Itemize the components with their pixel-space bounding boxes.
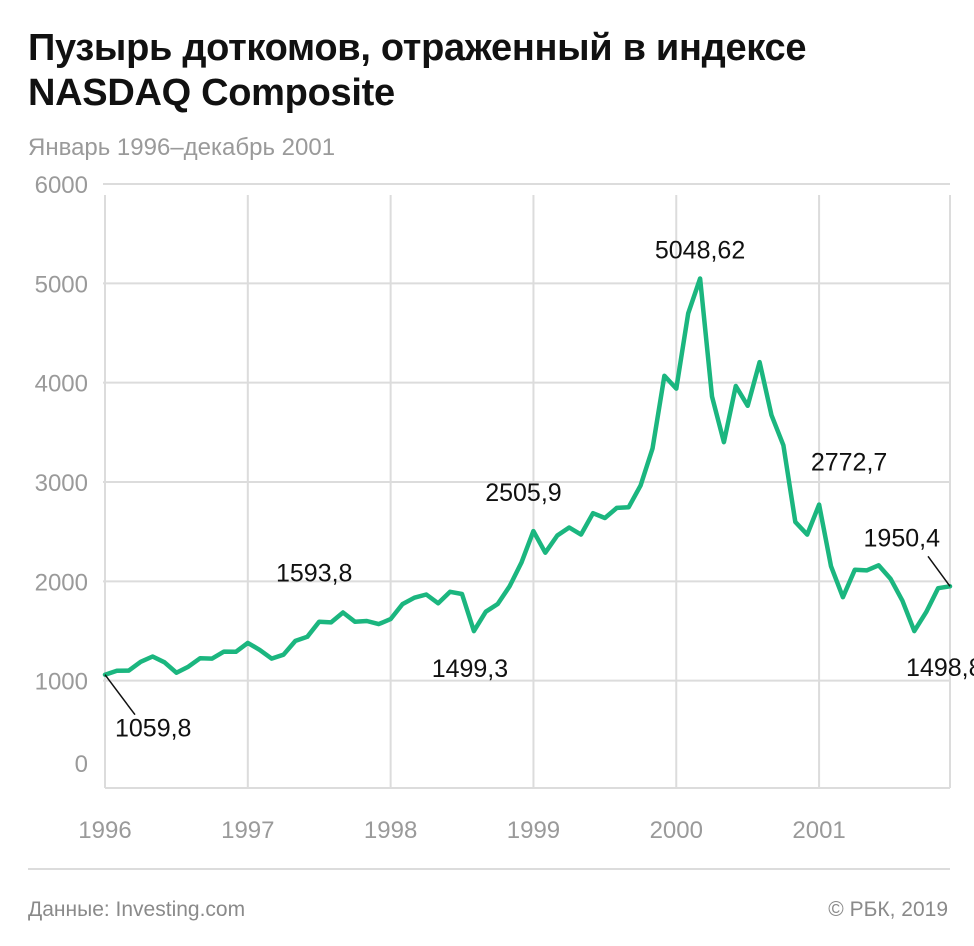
annotation-leader — [104, 674, 136, 716]
y-tick-label: 0 — [75, 751, 88, 778]
y-tick-label: 4000 — [35, 371, 88, 398]
y-tick-label: 2000 — [35, 569, 88, 596]
x-tick-label: 1999 — [507, 817, 560, 844]
y-tick-label: 1000 — [35, 669, 88, 696]
y-tick-label: 6000 — [35, 172, 88, 199]
data-label: 5048,62 — [655, 237, 745, 265]
x-tick-label: 1997 — [221, 817, 274, 844]
grid-layer — [103, 183, 951, 789]
data-label: 1499,3 — [432, 655, 508, 683]
annotation-leader — [927, 555, 951, 587]
x-tick-label: 1998 — [364, 817, 417, 844]
tick-layer: 0 1000 2000 3000 4000 5000 6000 1996 1997 1998 199… — [35, 172, 846, 844]
data-label: 2505,9 — [485, 479, 561, 507]
chart-subtitle: Январь 1996–декабрь 2001 — [28, 134, 336, 161]
data-source: Данные: Investing.com — [28, 898, 246, 921]
data-label: 1498,8 — [906, 654, 974, 682]
chart-title: Пузырь доткомов, отраженный в индексе NA… — [28, 27, 807, 114]
x-tick-label: 2000 — [650, 817, 703, 844]
series-layer — [102, 276, 953, 677]
x-tick-label: 1996 — [78, 817, 131, 844]
y-tick-label: 5000 — [35, 271, 88, 298]
footer-divider — [28, 868, 950, 870]
data-label: 1950,4 — [864, 524, 941, 552]
annotation-layer: 1059,8 1593,8 1499,3 2505,9 5048,62 2772,7 149… — [104, 237, 974, 743]
copyright: © РБК, 2019 — [828, 898, 948, 921]
data-label: 2772,7 — [811, 449, 887, 477]
y-tick-label: 3000 — [35, 470, 88, 497]
data-label: 1593,8 — [276, 560, 352, 588]
x-tick-label: 2001 — [792, 817, 845, 844]
data-label: 1059,8 — [115, 715, 191, 743]
series-line — [102, 276, 953, 677]
